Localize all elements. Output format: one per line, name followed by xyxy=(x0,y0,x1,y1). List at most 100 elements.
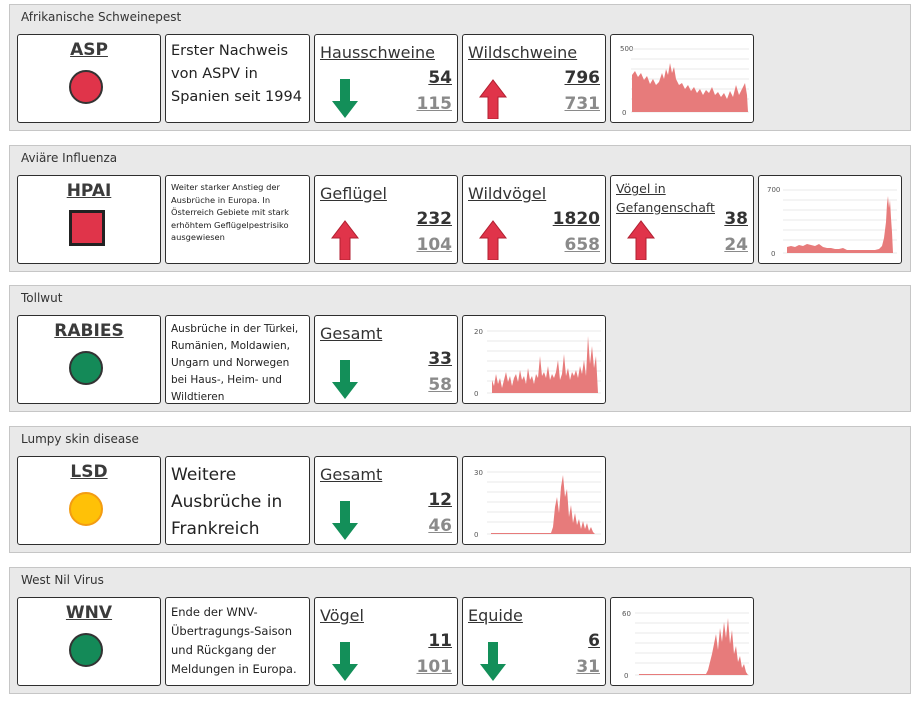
previous-value-link[interactable]: 24 xyxy=(724,235,748,255)
metric-label-link[interactable]: Vögel in Gefangenschaft xyxy=(616,181,715,215)
disease-code-link[interactable]: ASP xyxy=(70,40,108,60)
status-light-icon xyxy=(69,492,103,526)
previous-value-link[interactable]: 658 xyxy=(564,235,601,255)
trend-up-arrow-icon xyxy=(479,79,507,119)
trend-down-arrow-icon xyxy=(332,79,358,118)
section-lsd: Lumpy skin disease LSD Weitere Ausbrüche… xyxy=(9,426,911,553)
previous-value-link[interactable]: 46 xyxy=(428,516,452,536)
current-value-link[interactable]: 232 xyxy=(416,209,453,229)
status-card: HPAI xyxy=(17,175,161,264)
status-card: ASP xyxy=(17,34,161,123)
status-light-icon xyxy=(69,351,103,385)
metric-label-link[interactable]: Geflügel xyxy=(320,184,387,203)
disease-code-link[interactable]: LSD xyxy=(70,462,108,482)
current-value-link[interactable]: 6 xyxy=(588,631,600,651)
disease-code-link[interactable]: RABIES xyxy=(54,321,124,341)
previous-value-link[interactable]: 101 xyxy=(416,657,453,677)
description-text: Ende der WNV-Übertragungs-Saison und Rüc… xyxy=(171,605,297,676)
previous-value-link[interactable]: 104 xyxy=(416,235,453,255)
metric-card: Wildvögel 1820 658 xyxy=(462,175,606,264)
sparkline-svg: 60 0 xyxy=(622,610,749,680)
section-rabies: Tollwut RABIES Ausbrüche in der Türkei, … xyxy=(9,285,911,412)
metric-label-link[interactable]: Wildvögel xyxy=(468,184,547,203)
section-asp: Afrikanische Schweinepest ASP Erster Nac… xyxy=(9,4,911,131)
section-title: Tollwut xyxy=(21,291,63,305)
description-card: Weiter starker Anstieg der Ausbrüche in … xyxy=(165,175,310,264)
trend-down-arrow-icon xyxy=(480,642,506,681)
disease-code-link[interactable]: WNV xyxy=(65,603,113,623)
disease-code-link[interactable]: HPAI xyxy=(66,181,112,201)
metric-card: Geflügel 232 104 xyxy=(314,175,458,264)
sparkline-svg: 500 0 xyxy=(620,45,749,117)
description-card: Erster Nachweis von ASPV in Spanien seit… xyxy=(165,34,310,123)
metric-card: Gesamt 33 58 xyxy=(314,315,458,404)
sparkline-svg: 30 0 xyxy=(474,469,601,539)
trend-down-arrow-icon xyxy=(332,642,358,681)
status-card: WNV xyxy=(17,597,161,686)
sparkline-svg: 20 0 xyxy=(474,328,601,398)
y-max-label: 30 xyxy=(474,469,483,477)
y-min-label: 0 xyxy=(474,531,478,539)
trend-sparkline-chart[interactable]: 700 0 xyxy=(758,175,902,264)
y-min-label: 0 xyxy=(622,109,626,117)
metric-card: Vögel 11 101 xyxy=(314,597,458,686)
y-min-label: 0 xyxy=(771,250,775,258)
trend-down-arrow-icon xyxy=(332,360,358,399)
trend-sparkline-chart[interactable]: 20 0 xyxy=(462,315,606,404)
status-card: RABIES xyxy=(17,315,161,404)
current-value-link[interactable]: 12 xyxy=(428,490,452,510)
metric-card: Wildschweine 796 731 xyxy=(462,34,606,123)
trend-up-arrow-icon xyxy=(627,220,655,260)
y-max-label: 20 xyxy=(474,328,483,336)
metric-label-link[interactable]: Gesamt xyxy=(320,324,383,343)
status-light-icon xyxy=(69,633,103,667)
status-card: LSD xyxy=(17,456,161,545)
status-light-icon xyxy=(69,70,103,104)
sparkline-svg: 700 0 xyxy=(767,186,897,258)
section-title: West Nil Virus xyxy=(21,573,104,587)
section-title: Aviäre Influenza xyxy=(21,151,118,165)
description-text: Weiter starker Anstieg der Ausbrüche in … xyxy=(171,182,289,242)
y-min-label: 0 xyxy=(474,390,478,398)
current-value-link[interactable]: 11 xyxy=(428,631,452,651)
metric-card: Gesamt 12 46 xyxy=(314,456,458,545)
previous-value-link[interactable]: 31 xyxy=(576,657,600,677)
section-title: Afrikanische Schweinepest xyxy=(21,10,182,24)
current-value-link[interactable]: 54 xyxy=(428,68,452,88)
section-title: Lumpy skin disease xyxy=(21,432,139,446)
trend-sparkline-chart[interactable]: 500 0 xyxy=(610,34,754,123)
metric-card: Hausschweine 54 115 xyxy=(314,34,458,123)
current-value-link[interactable]: 796 xyxy=(564,68,601,88)
metric-label-link[interactable]: Gesamt xyxy=(320,465,383,484)
current-value-link[interactable]: 38 xyxy=(724,209,748,229)
metric-label-link[interactable]: Vögel xyxy=(320,606,364,625)
metric-label-link[interactable]: Equide xyxy=(468,606,523,625)
description-text: Ausbrüche in der Türkei, Rumänien, Molda… xyxy=(171,323,299,403)
description-card: Ausbrüche in der Türkei, Rumänien, Molda… xyxy=(165,315,310,404)
metric-card: Equide 6 31 xyxy=(462,597,606,686)
y-max-label: 700 xyxy=(767,186,780,194)
previous-value-link[interactable]: 115 xyxy=(416,94,453,114)
status-square-icon xyxy=(69,210,105,246)
trend-up-arrow-icon xyxy=(479,220,507,260)
metric-card: Vögel in Gefangenschaft 38 24 xyxy=(610,175,754,264)
trend-up-arrow-icon xyxy=(331,220,359,260)
previous-value-link[interactable]: 58 xyxy=(428,375,452,395)
description-text: Erster Nachweis von ASPV in Spanien seit… xyxy=(171,43,302,105)
current-value-link[interactable]: 33 xyxy=(428,349,452,369)
description-card: Ende der WNV-Übertragungs-Saison und Rüc… xyxy=(165,597,310,686)
description-text: Weitere Ausbrüche in Frankreich xyxy=(171,465,283,539)
trend-sparkline-chart[interactable]: 60 0 xyxy=(610,597,754,686)
section-hpai: Aviäre Influenza HPAI Weiter starker Ans… xyxy=(9,145,911,272)
trend-sparkline-chart[interactable]: 30 0 xyxy=(462,456,606,545)
metric-label-link[interactable]: Wildschweine xyxy=(468,43,578,62)
trend-down-arrow-icon xyxy=(332,501,358,540)
y-max-label: 500 xyxy=(620,45,633,53)
description-card: Weitere Ausbrüche in Frankreich xyxy=(165,456,310,545)
section-wnv: West Nil Virus WNV Ende der WNV-Übertrag… xyxy=(9,567,911,694)
y-min-label: 0 xyxy=(624,672,628,680)
previous-value-link[interactable]: 731 xyxy=(564,94,601,114)
y-max-label: 60 xyxy=(622,610,631,618)
metric-label-link[interactable]: Hausschweine xyxy=(320,43,435,62)
current-value-link[interactable]: 1820 xyxy=(552,209,600,229)
